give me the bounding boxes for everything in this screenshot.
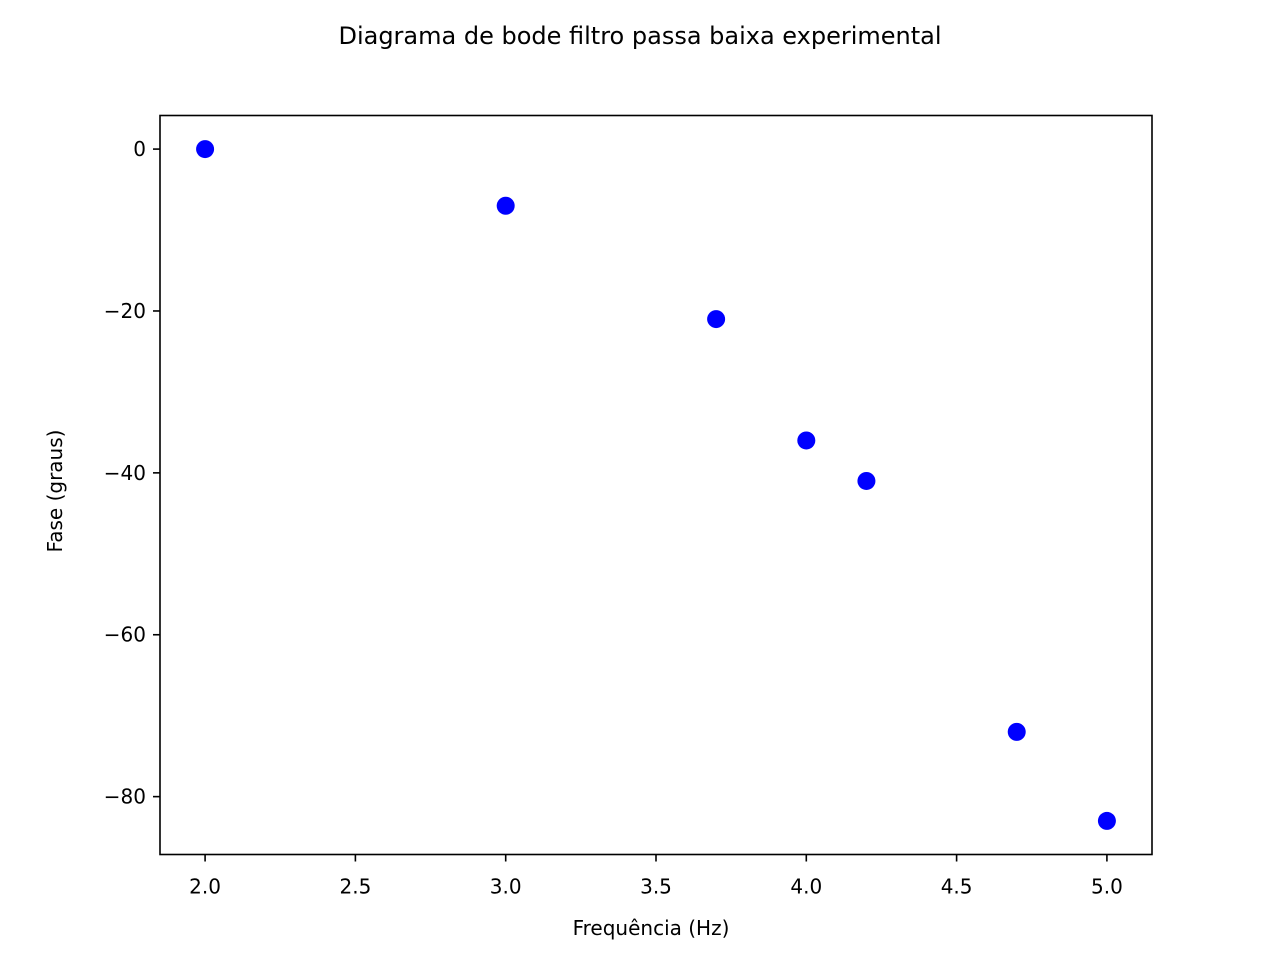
x-tick-label: 5.0: [1091, 875, 1123, 899]
y-axis-label: Fase (graus): [43, 430, 67, 553]
data-point: [496, 196, 515, 215]
y-axis-ticks: 0 −20 −40 −60 −80: [104, 137, 160, 809]
data-point: [1097, 811, 1116, 830]
data-point: [707, 310, 726, 329]
chart-title: Diagrama de bode filtro passa baixa expe…: [338, 22, 941, 50]
y-tick-label: 0: [133, 137, 146, 161]
data-point: [196, 140, 215, 159]
plot-area-frame: [159, 114, 1153, 856]
data-points: [196, 140, 1116, 830]
data-point: [857, 471, 876, 490]
x-tick-label: 4.0: [790, 875, 822, 899]
x-axis-label: Frequência (Hz): [573, 916, 730, 940]
y-tick-label: −20: [104, 299, 146, 323]
y-tick-label: −60: [104, 623, 146, 647]
x-axis-ticks: 2.0 2.5 3.0 3.5 4.0 4.5 5.0: [189, 854, 1123, 899]
x-tick-label: 2.5: [339, 875, 371, 899]
y-tick-label: −40: [104, 461, 146, 485]
data-point: [1007, 722, 1026, 741]
x-tick-label: 2.0: [189, 875, 221, 899]
x-tick-label: 4.5: [941, 875, 973, 899]
y-tick-label: −80: [104, 785, 146, 809]
x-tick-label: 3.0: [490, 875, 522, 899]
x-tick-label: 3.5: [640, 875, 672, 899]
data-point: [797, 431, 816, 450]
